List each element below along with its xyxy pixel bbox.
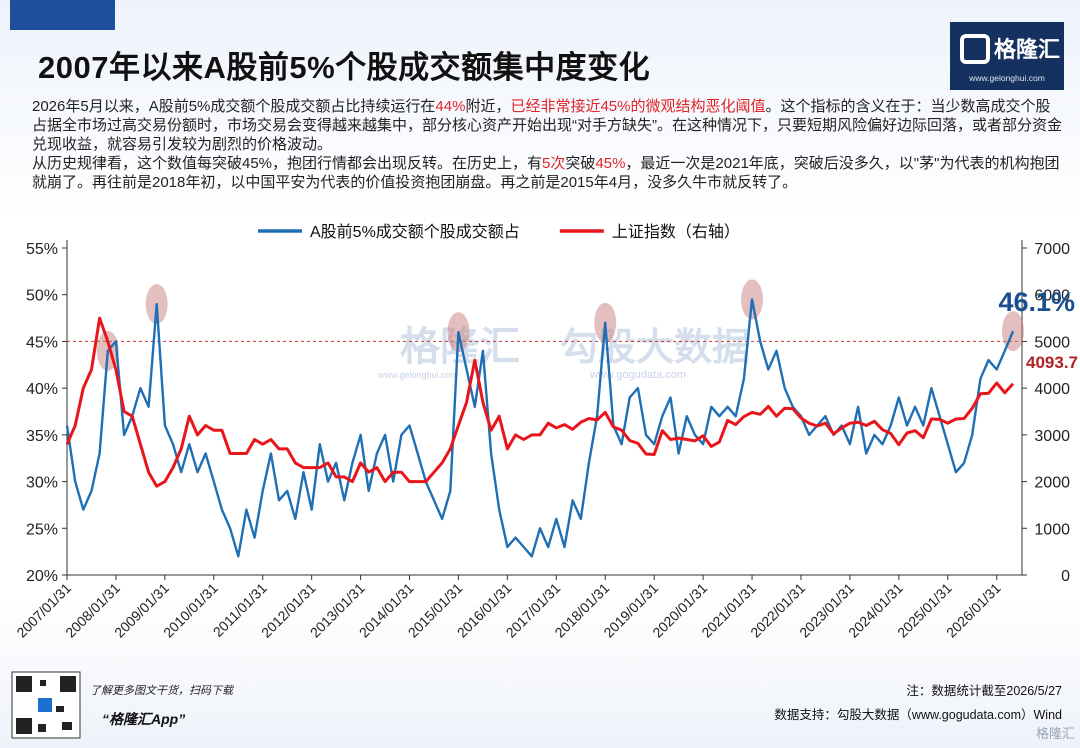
end-label: 46.1% xyxy=(998,287,1075,317)
title: 2007年以来A股前5%个股成交额集中度变化 xyxy=(38,50,651,85)
y2-tick-label: 1000 xyxy=(1034,521,1070,538)
corner-bar xyxy=(10,0,115,30)
paragraph: 2026年5月以来，A股前5%成交额个股成交额占比持续运行在44%附近，已经非常… xyxy=(32,97,1062,154)
source: 数据支持：勾股大数据（www.gogudata.com）Wind xyxy=(774,707,1062,722)
logo-icon xyxy=(960,34,990,64)
y2-tick-label: 7000 xyxy=(1034,241,1070,258)
qr-code xyxy=(11,671,81,739)
y2-tick-label: 2000 xyxy=(1034,475,1070,492)
text: 突破 xyxy=(565,155,596,172)
y-tick-label: 45% xyxy=(26,334,58,351)
y-tick-label: 20% xyxy=(26,568,58,585)
description: 2026年5月以来，A股前5%成交额个股成交额占比持续运行在44%附近，已经非常… xyxy=(32,97,1062,192)
paragraph: 从历史规律看，这个数值每突破45%，抱团行情都会出现反转。在历史上，有5次突破4… xyxy=(32,154,1062,192)
text: 2026年5月以来，A股前5%成交额个股成交额占比持续运行在 xyxy=(32,98,436,115)
highlight-text: 已经非常接近45%的微观结构恶化阈值 xyxy=(510,98,766,115)
logo-url: www.gelonghui.com xyxy=(968,73,1045,83)
logo-box xyxy=(950,22,1064,90)
y2-tick-label: 4000 xyxy=(1034,381,1070,398)
y-tick-label: 25% xyxy=(26,521,58,538)
series-line xyxy=(65,316,1015,488)
y-tick-label: 35% xyxy=(26,428,58,445)
y2-tick-label: 6000 xyxy=(1034,288,1070,305)
text: 。这个指标的含义在于：当少数高成交个股占据全市场过高交易份额时，市场交易会变得越… xyxy=(32,98,1062,153)
highlight-text: 5次 xyxy=(542,155,566,172)
logo-name: 格隆汇 xyxy=(994,37,1060,62)
highlight-text: 44% xyxy=(435,98,466,115)
end-label: 4093.7 xyxy=(1026,353,1078,372)
text: ，最近一次是2021年底，突破后没多久，以"茅"为代表的机构抱团就崩了。再往前是… xyxy=(32,155,1060,191)
watermark: www.gelonghui.com xyxy=(377,370,458,380)
legend-label: A股前5%成交额个股成交额占 xyxy=(310,223,520,241)
y2-tick-label: 3000 xyxy=(1034,428,1070,445)
y-tick-label: 55% xyxy=(26,241,58,258)
highlight xyxy=(1002,311,1024,352)
app-name: “格隆汇App” xyxy=(102,711,185,727)
y2-tick-label: 5000 xyxy=(1034,334,1070,351)
corner-watermark: 格隆汇 xyxy=(1036,726,1075,741)
text: 从历史规律看，这个数值每突破45%，抱团行情都会出现反转。在历史上，有 xyxy=(32,155,543,172)
legend-label: 上证指数（右轴） xyxy=(612,223,740,241)
highlight-text: 45% xyxy=(595,155,626,172)
text: 附近， xyxy=(465,98,511,115)
y2-tick-label: 0 xyxy=(1061,568,1070,585)
qr-caption: 了解更多图文干货，扫码下载 xyxy=(90,684,235,697)
series-line xyxy=(65,298,1015,558)
note: 注：数据统计截至2026/5/27 xyxy=(906,683,1062,698)
y-tick-label: 30% xyxy=(26,475,58,492)
watermark: www.gogudata.com xyxy=(589,369,686,381)
watermark: 勾股大数据 xyxy=(560,327,750,369)
y-tick-label: 40% xyxy=(26,381,58,398)
y-tick-label: 50% xyxy=(26,288,58,305)
